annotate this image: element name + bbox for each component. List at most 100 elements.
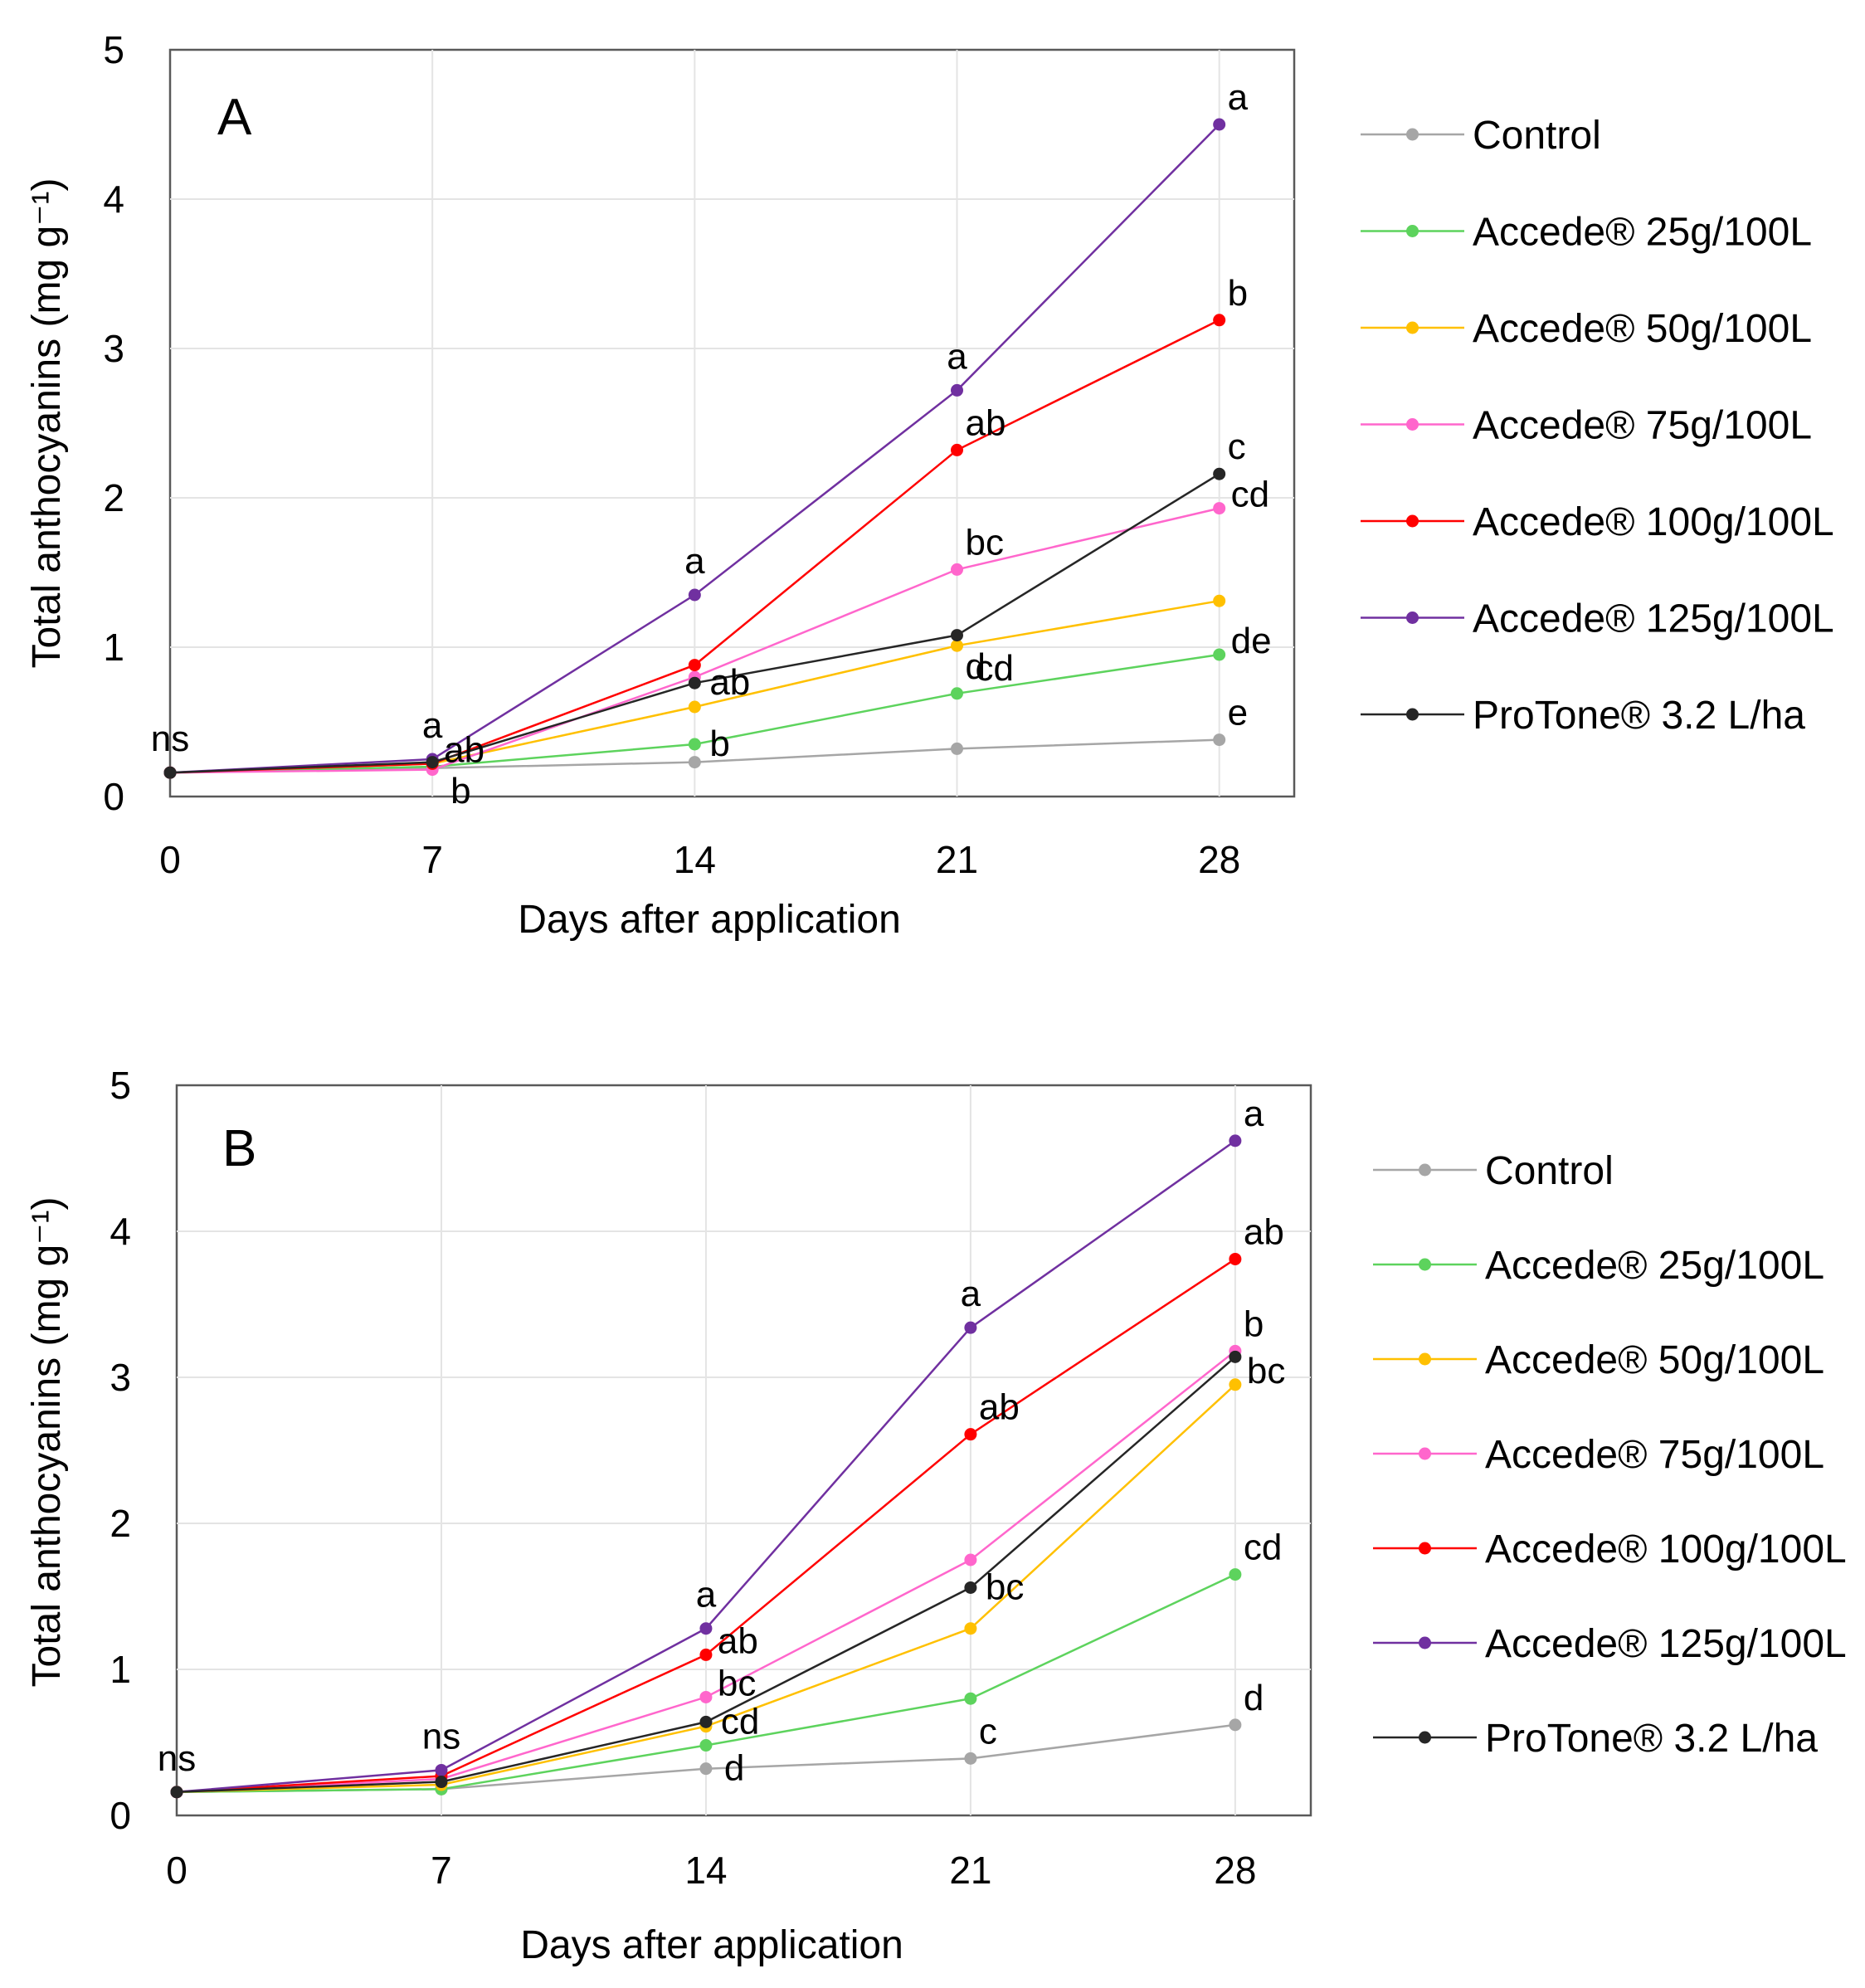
series-2-point <box>1229 1568 1242 1581</box>
series-3-point <box>1213 594 1226 607</box>
x-tick-label: 21 <box>936 838 978 881</box>
series-3-point <box>688 700 701 714</box>
series-6-point <box>688 588 701 602</box>
series-1-point <box>1229 1718 1242 1732</box>
series-1-point <box>1213 733 1226 747</box>
tick-labels: 0 1 2 3 4 5 0 7 14 21 28 <box>110 1064 1256 1892</box>
legend: Control Accede® 25g/100L Accede® 50g/100L A… <box>1373 1149 1847 1761</box>
legend-swatch-marker <box>1419 1352 1431 1366</box>
significance-letter: a <box>1244 1094 1264 1134</box>
series-5-point <box>1229 1252 1242 1265</box>
significance-letter: a <box>684 541 705 582</box>
significance-letter: bc <box>966 522 1004 563</box>
x-axis-title: Days after application <box>520 1923 903 1967</box>
significance-letter: b <box>1244 1303 1264 1344</box>
y-tick-label: 1 <box>103 626 124 669</box>
legend-swatch-marker <box>1419 1636 1431 1649</box>
y-tick-label: 4 <box>103 178 124 221</box>
legend-entry-label: Accede® 75g/100L <box>1473 404 1812 448</box>
series-5-point <box>688 659 701 672</box>
series-1-point <box>688 756 701 769</box>
legend-swatch-marker <box>1406 418 1419 431</box>
legend-entry-label: Accede® 50g/100L <box>1485 1338 1824 1382</box>
y-tick-label: 3 <box>103 327 124 370</box>
legend-entry-label: Accede® 50g/100L <box>1473 307 1812 351</box>
y-tick-label: 1 <box>110 1648 131 1691</box>
significance-letter: bc <box>986 1567 1024 1607</box>
significance-letter: d <box>724 1748 744 1789</box>
series-7-point <box>964 1581 977 1594</box>
panel-label: B <box>222 1120 256 1177</box>
x-tick-label: 21 <box>949 1849 991 1892</box>
y-tick-label: 3 <box>110 1356 131 1399</box>
y-tick-label: 2 <box>110 1502 131 1545</box>
significance-letter: d <box>966 646 986 687</box>
legend: Control Accede® 25g/100L Accede® 50g/100L A… <box>1361 114 1834 738</box>
significance-letter: a <box>696 1575 717 1615</box>
series-6-point <box>699 1622 713 1635</box>
series-7-point <box>435 1776 448 1789</box>
tick-labels: 0 1 2 3 4 5 0 7 14 21 28 <box>103 28 1240 881</box>
y-tick-label: 0 <box>103 775 124 818</box>
legend-entry-label: Accede® 100g/100L <box>1473 500 1834 544</box>
significance-letter: ab <box>1244 1211 1284 1252</box>
series-5-point <box>1213 314 1226 327</box>
significance-letter: de <box>1231 621 1272 661</box>
legend-entry-label: Accede® 75g/100L <box>1485 1433 1824 1477</box>
significance-letter: ab <box>709 662 750 703</box>
significance-letter: ab <box>718 1620 758 1661</box>
legend-swatch-marker <box>1419 1731 1431 1744</box>
x-tick-label: 28 <box>1214 1849 1256 1892</box>
significance-letter: ab <box>966 402 1006 443</box>
significance-letter: b <box>450 771 470 811</box>
series-7-point <box>170 1786 183 1799</box>
x-axis-title: Days after application <box>518 898 901 942</box>
legend-entry-label: Control <box>1473 114 1601 158</box>
series-4-point <box>699 1690 713 1703</box>
series-5-point <box>699 1648 713 1661</box>
significance-letter: b <box>1228 273 1248 314</box>
y-axis-title: Total anthocyanins (mg g⁻¹) <box>25 178 69 669</box>
series-lines <box>170 1134 1242 1799</box>
significance-letter: ns <box>151 719 189 759</box>
series-6-point <box>951 383 963 397</box>
series-7-point <box>1229 1350 1242 1363</box>
series-2-point <box>688 738 701 751</box>
significance-letter: d <box>1244 1678 1264 1718</box>
significance-letter: cd <box>1231 475 1269 515</box>
significance-letter: ns <box>158 1738 196 1779</box>
y-tick-label: 2 <box>103 476 124 519</box>
series-2-point <box>951 687 963 700</box>
x-tick-label: 0 <box>166 1849 187 1892</box>
gridlines <box>177 1085 1311 1815</box>
series-3-point <box>1229 1378 1242 1391</box>
legend-swatch-marker <box>1419 1542 1431 1555</box>
legend-swatch-marker <box>1406 128 1419 141</box>
significance-letter: a <box>961 1274 981 1314</box>
series-4-point <box>964 1553 977 1567</box>
series-1-point <box>964 1752 977 1765</box>
significance-letter: c <box>1228 426 1246 467</box>
series-1-point <box>699 1762 713 1776</box>
significance-letter: ns <box>422 1716 460 1757</box>
series-4-point <box>1213 502 1226 515</box>
legend-entry-label: Accede® 125g/100L <box>1473 597 1834 641</box>
legend-swatch-marker <box>1419 1163 1431 1177</box>
significance-letter: cd <box>721 1701 759 1742</box>
significance-letter: a <box>422 705 443 746</box>
plot-area <box>175 1084 1312 1817</box>
x-tick-label: 28 <box>1198 838 1240 881</box>
series-6-point <box>1213 118 1226 131</box>
series-6-point <box>435 1763 448 1776</box>
series-1-point <box>951 742 963 755</box>
significance-letter: ab <box>979 1387 1020 1428</box>
x-tick-label: 0 <box>159 838 181 881</box>
legend-entry-label: Control <box>1485 1149 1614 1193</box>
series-6-point <box>964 1321 977 1334</box>
legend-entry-label: Accede® 25g/100L <box>1485 1244 1824 1288</box>
series-2-point <box>699 1739 713 1752</box>
